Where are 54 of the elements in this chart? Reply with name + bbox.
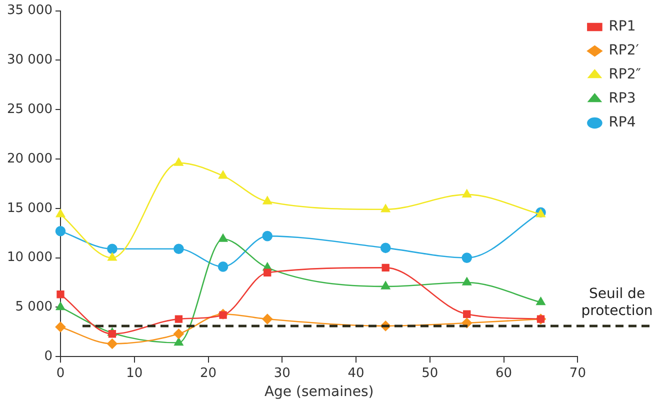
point <box>56 209 66 218</box>
point <box>218 170 228 179</box>
y-tick-label: 20 000 <box>6 151 52 166</box>
point <box>55 226 66 236</box>
y-tick-label: 5 000 <box>15 300 52 315</box>
point <box>174 158 184 166</box>
point <box>219 311 227 319</box>
y-tick-label: 25 000 <box>6 102 52 117</box>
ref-line-label: Seuil de protection <box>581 286 653 319</box>
point <box>174 315 183 323</box>
legend-label: RP3 <box>608 90 636 107</box>
point <box>462 252 472 263</box>
point <box>381 204 390 212</box>
point <box>56 290 64 298</box>
y-tick-label: 15 000 <box>6 200 52 216</box>
legend-label: RP2″ <box>608 66 642 83</box>
x-tick-label: 10 <box>126 366 143 381</box>
point <box>262 230 273 242</box>
point <box>382 264 390 272</box>
y-tick-label: 0 <box>44 348 52 364</box>
x-tick-label: 40 <box>348 366 364 381</box>
point <box>462 277 472 286</box>
x-tick-label: 30 <box>274 366 290 381</box>
x-tick-label: 50 <box>422 366 438 381</box>
point <box>174 244 184 254</box>
x-tick-label: 60 <box>496 366 512 381</box>
legend-label: RP4 <box>608 114 636 131</box>
x-tick-label: 0 <box>56 366 65 381</box>
point <box>107 244 118 254</box>
point <box>218 262 228 272</box>
y-tick-label: 35 000 <box>6 3 52 18</box>
point <box>107 338 118 349</box>
point <box>381 281 390 290</box>
point <box>262 314 273 324</box>
x-tick-label: 20 <box>200 366 217 381</box>
point <box>55 322 66 332</box>
y-tick-label: 10 000 <box>6 250 52 266</box>
legend-label: RP1 <box>608 18 636 35</box>
point <box>56 302 66 310</box>
point <box>380 242 391 254</box>
point <box>174 328 184 340</box>
point <box>462 189 472 198</box>
point <box>536 297 546 306</box>
point <box>262 196 272 204</box>
y-tick-label: 30 000 <box>6 52 52 68</box>
point <box>218 234 228 242</box>
point <box>108 330 116 338</box>
x-axis-title: Age (semaines) <box>264 384 374 400</box>
legend-label: RP2′ <box>608 42 639 59</box>
point <box>264 268 272 276</box>
point <box>463 310 471 318</box>
point <box>108 252 117 261</box>
x-tick-label: 70 <box>569 366 586 381</box>
point <box>174 338 184 346</box>
